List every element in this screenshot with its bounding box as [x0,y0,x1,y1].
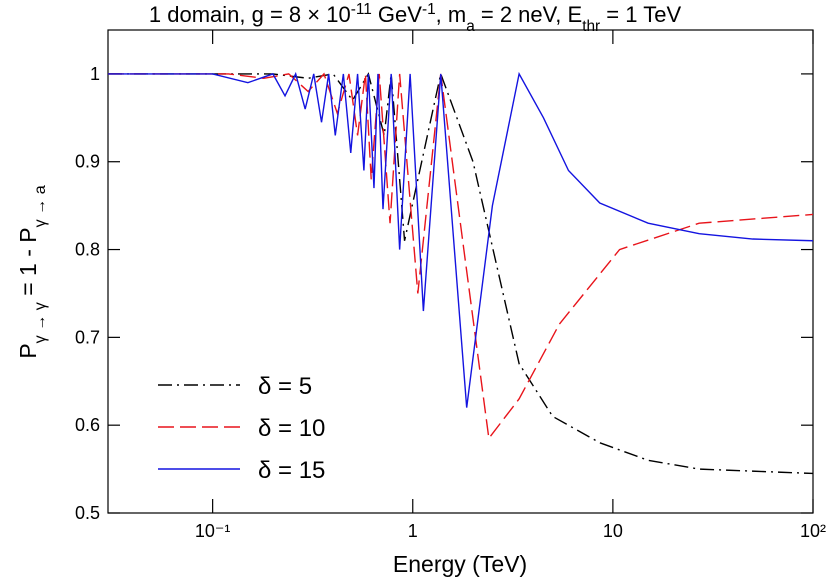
x-tick-label: 10² [800,521,826,541]
y-axis-label: Pγ → γ = 1 - Pγ → a [15,185,49,358]
text-segment: 1 domain, g = 8 × 10 [149,2,351,27]
text-segment: = 1 TeV [600,2,681,27]
text-sup: -11 [351,1,372,18]
y-tick-label: 0.7 [75,327,100,347]
plot-frame [107,29,814,514]
x-axis-label: Energy (TeV) [393,551,527,577]
text-sub: a [466,18,475,35]
series-line [108,71,813,408]
text-sub: γ → a [31,185,49,227]
text-segment: , m [436,2,467,27]
text-segment: P [15,343,41,358]
chart-title: 1 domain, g = 8 × 10-11 GeV-1, ma = 2 ne… [149,1,682,35]
y-tick-label: 0.5 [75,503,100,523]
text-sub: γ → γ [31,302,49,343]
text-segment: = 1 - P [15,227,41,302]
x-tick-label: 1 [408,521,418,541]
x-tick-label: 10⁻¹ [195,521,231,541]
legend-label: δ = 15 [258,457,325,484]
text-sup: -1 [422,1,436,18]
series-line [108,71,813,475]
y-tick-label: 1 [90,64,100,84]
text-segment: = 2 neV, E [475,2,582,27]
y-tick-label: 0.6 [75,415,100,435]
y-tick-label: 0.9 [75,152,100,172]
text-sub: thr [582,18,600,35]
x-tick-label: 10 [603,521,623,541]
y-tick-label: 0.8 [75,240,100,260]
series-line [108,72,813,441]
legend-label: δ = 10 [258,415,325,442]
text-segment: GeV [372,2,422,27]
legend-label: δ = 5 [258,373,312,400]
